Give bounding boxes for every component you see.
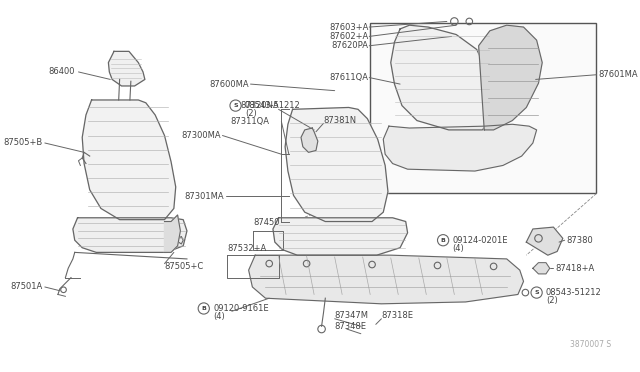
Text: 87505+C: 87505+C: [164, 262, 204, 271]
Text: 3870007 S: 3870007 S: [570, 340, 611, 349]
Polygon shape: [285, 108, 388, 222]
Polygon shape: [73, 218, 187, 252]
Text: 87348E: 87348E: [335, 322, 367, 331]
Polygon shape: [383, 124, 536, 171]
Polygon shape: [164, 215, 180, 252]
Text: 87300MA: 87300MA: [181, 131, 221, 140]
Text: (4): (4): [213, 312, 225, 321]
Text: 87301MA: 87301MA: [185, 192, 225, 201]
Text: 87601MA: 87601MA: [598, 70, 638, 79]
Text: 87611QA: 87611QA: [330, 73, 368, 82]
Text: 87318E: 87318E: [381, 311, 413, 320]
Text: 08543-51212: 08543-51212: [546, 288, 602, 297]
Text: S: S: [534, 290, 539, 295]
Text: B: B: [441, 238, 445, 243]
Text: 87311QA: 87311QA: [230, 117, 269, 126]
Text: 87602+A: 87602+A: [329, 32, 368, 41]
Polygon shape: [108, 51, 145, 86]
Text: 87320NA: 87320NA: [241, 101, 280, 110]
Polygon shape: [273, 218, 408, 255]
Polygon shape: [301, 128, 318, 153]
Text: 09124-0201E: 09124-0201E: [452, 236, 508, 245]
Text: 87501A: 87501A: [11, 282, 43, 292]
Polygon shape: [526, 227, 563, 255]
Text: (2): (2): [546, 296, 557, 305]
Text: 87603+A: 87603+A: [329, 23, 368, 32]
Polygon shape: [533, 263, 550, 274]
Text: 08543-51212: 08543-51212: [245, 101, 301, 110]
Text: (2): (2): [245, 109, 257, 118]
Text: 86400: 86400: [48, 67, 75, 76]
Text: 87505+B: 87505+B: [4, 138, 43, 147]
Text: B: B: [202, 306, 206, 311]
Text: 87620PA: 87620PA: [332, 41, 368, 50]
Text: 09120-9161E: 09120-9161E: [213, 304, 269, 313]
Text: (4): (4): [452, 244, 464, 253]
Polygon shape: [479, 25, 542, 130]
Polygon shape: [391, 25, 493, 130]
Text: 87381N: 87381N: [323, 116, 356, 125]
Text: 87380: 87380: [566, 236, 593, 245]
Text: 87450: 87450: [253, 218, 280, 227]
Polygon shape: [249, 255, 524, 304]
Text: 87600MA: 87600MA: [209, 80, 249, 89]
Text: 87347M: 87347M: [335, 311, 369, 320]
Polygon shape: [82, 100, 176, 219]
Text: S: S: [233, 103, 238, 108]
Text: 87532+A: 87532+A: [227, 244, 266, 253]
Bar: [370, 23, 596, 193]
Text: 87418+A: 87418+A: [556, 264, 595, 273]
